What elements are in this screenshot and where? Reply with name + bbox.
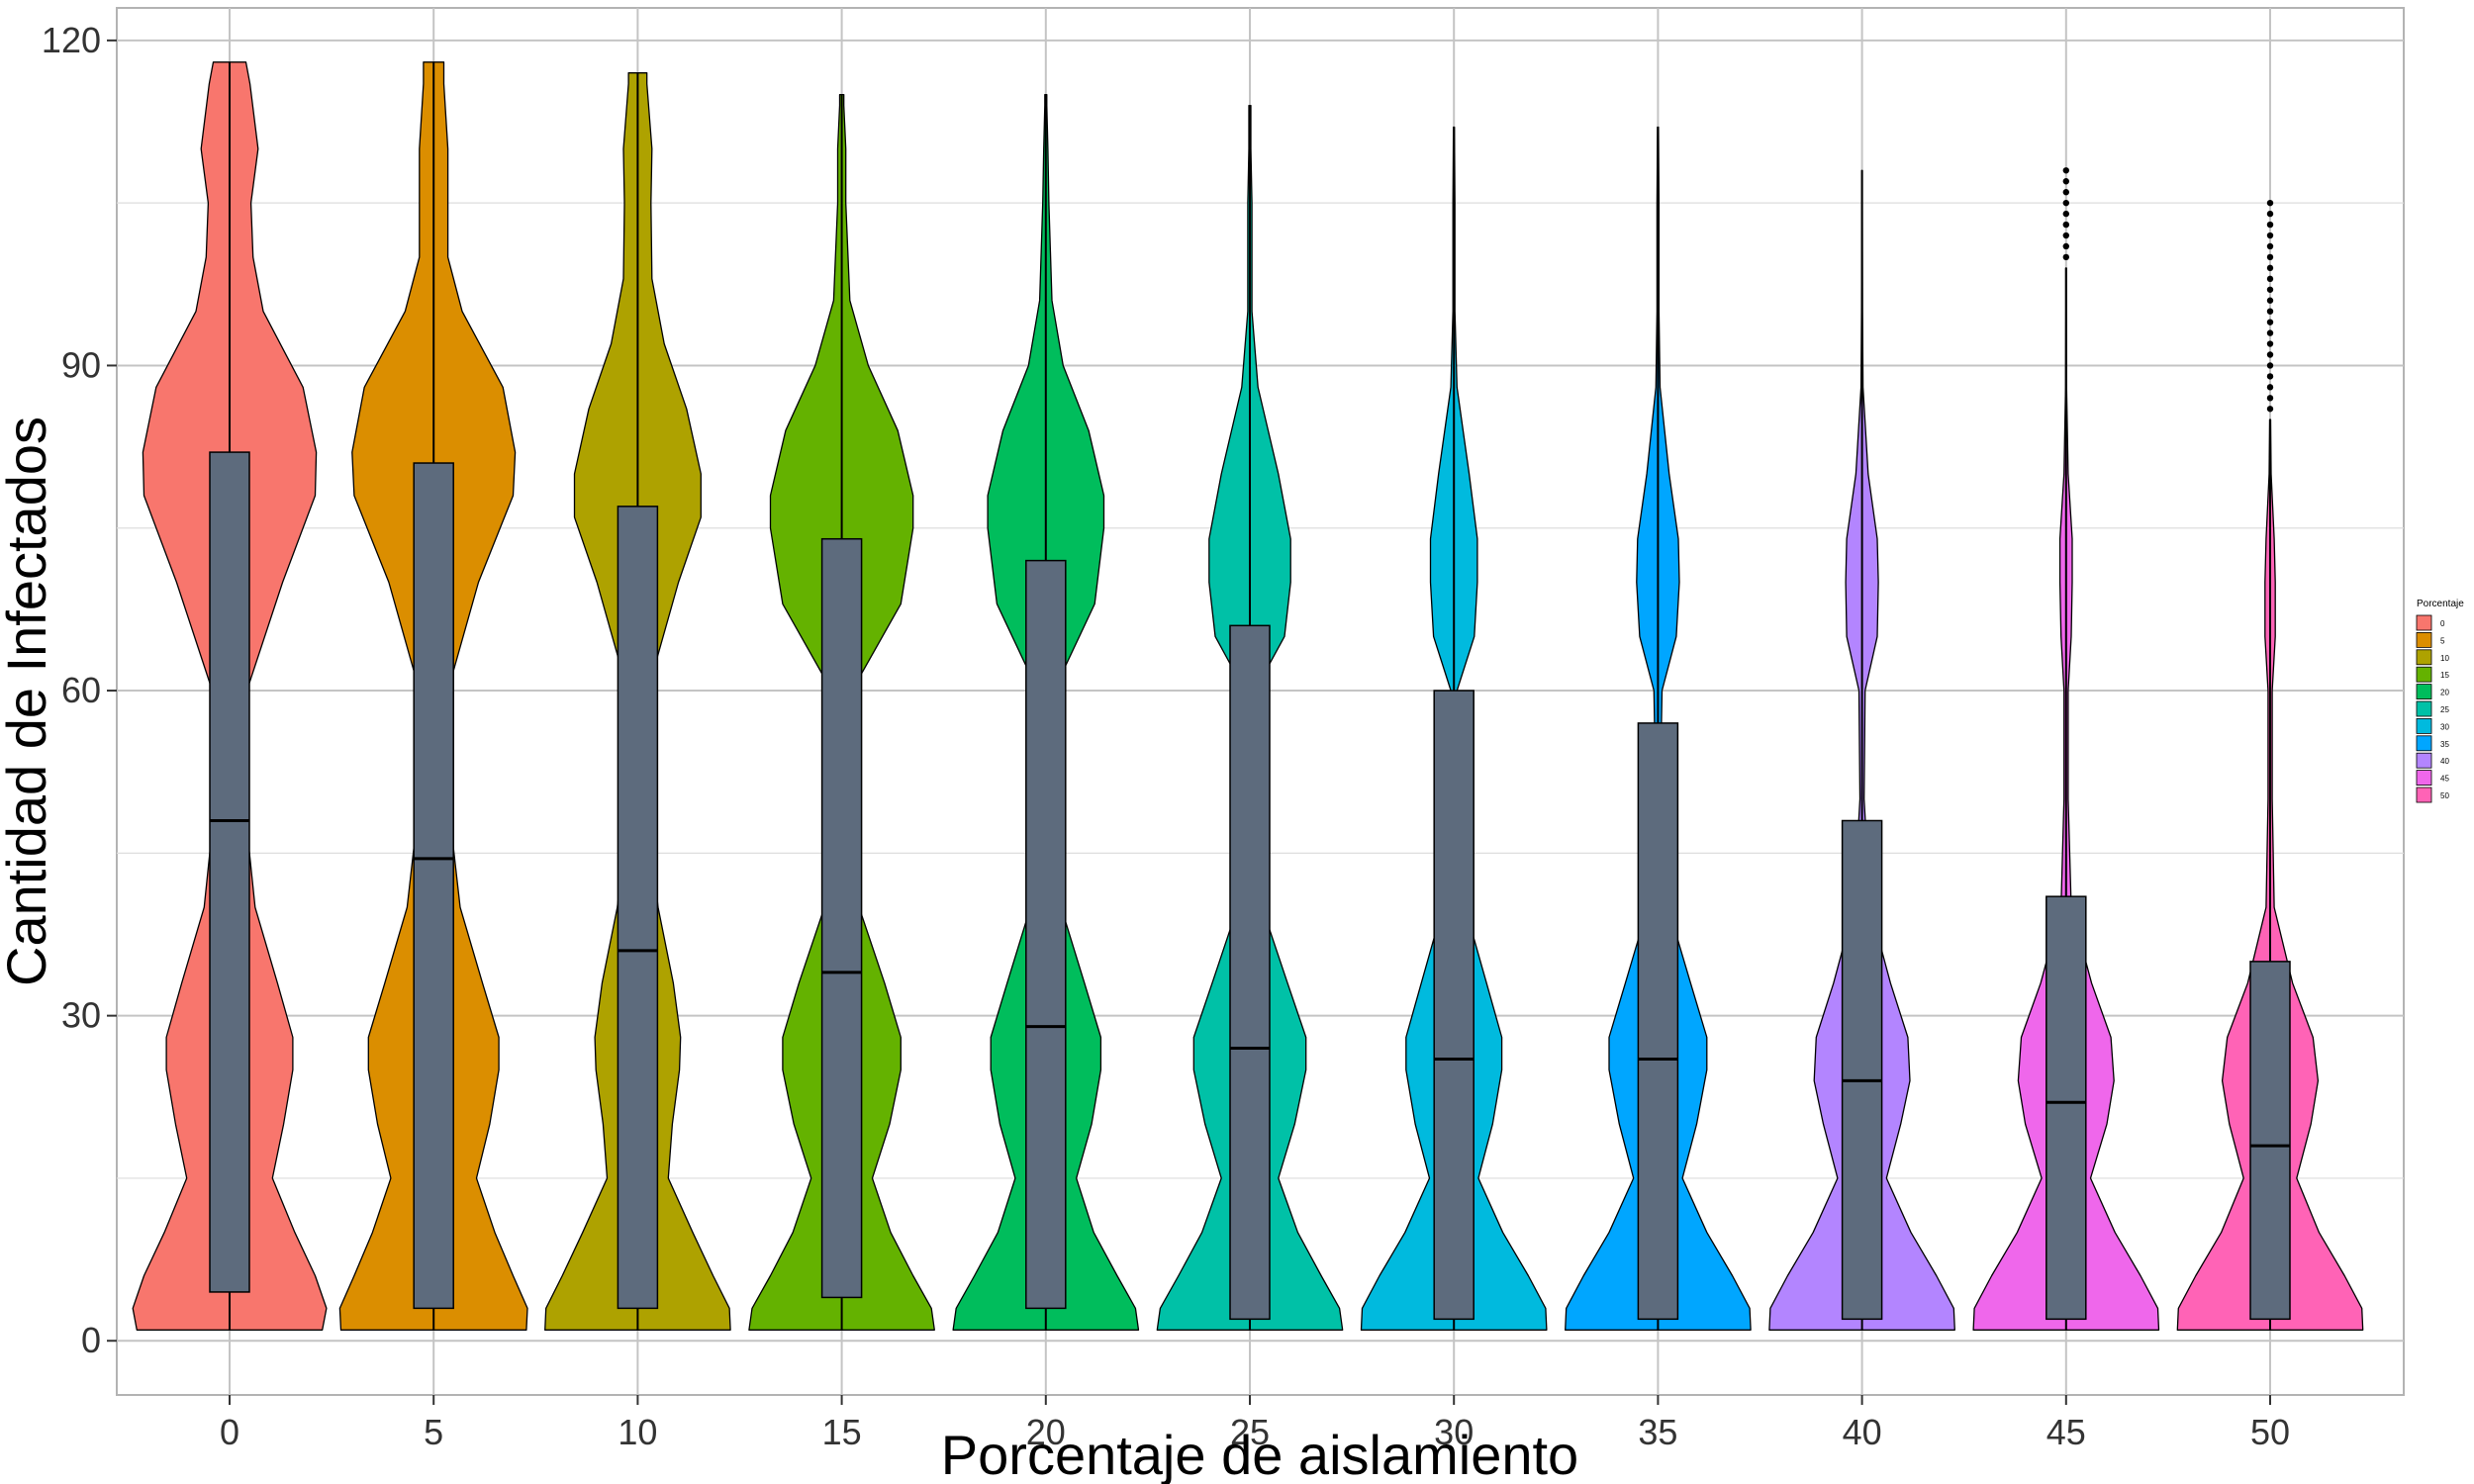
boxplots: [209, 61, 2291, 1331]
y-tick-label: 90: [61, 344, 101, 385]
outlier-point: [2266, 319, 2274, 325]
outlier-point: [2266, 210, 2274, 218]
outlier-point: [2266, 286, 2274, 293]
x-tick-label: 20: [1026, 1412, 1066, 1452]
legend-label-25: 25: [2440, 705, 2449, 714]
y-tick-label: 0: [81, 1320, 101, 1360]
legend-label-50: 50: [2440, 791, 2449, 800]
x-tick-label: 50: [2250, 1412, 2290, 1452]
outlier-point: [2266, 384, 2274, 391]
legend-label-35: 35: [2440, 740, 2449, 749]
y-tick-label: 120: [42, 20, 101, 60]
box-50: [2249, 961, 2291, 1321]
outlier-point: [2266, 308, 2274, 315]
legend-label-10: 10: [2440, 654, 2449, 663]
legend-label-45: 45: [2440, 775, 2449, 784]
legend-swatch-35: [2416, 735, 2432, 752]
x-tick-label: 5: [424, 1412, 443, 1452]
box-45: [2046, 895, 2087, 1321]
legend-label-15: 15: [2440, 671, 2449, 680]
legend-swatch-25: [2416, 700, 2432, 717]
legend-swatch-0: [2416, 614, 2432, 631]
x-tick-label: 35: [1638, 1412, 1677, 1452]
outlier-point: [2266, 253, 2274, 261]
legend-swatch-20: [2416, 684, 2432, 699]
outlier-point: [2266, 297, 2274, 304]
legend-swatch-5: [2416, 632, 2432, 648]
box-10: [617, 506, 659, 1310]
x-axis-title: Porcentaje de aislamiento: [941, 1424, 1578, 1484]
box-40: [1841, 819, 1883, 1321]
y-tick-label: 60: [61, 670, 101, 710]
x-tick-label: 0: [220, 1412, 239, 1452]
legend-title: Porcentaje: [2417, 599, 2464, 609]
x-tick-label: 40: [1843, 1412, 1882, 1452]
legend-swatch-45: [2416, 770, 2432, 786]
legend: Porcentaje 0 5 10 15 20 25 30 35 40 45 50: [2416, 599, 2464, 803]
box-25: [1229, 624, 1271, 1321]
legend-label-5: 5: [2440, 636, 2445, 645]
legend-swatch-10: [2416, 649, 2432, 666]
outlier-point: [2266, 373, 2274, 380]
legend-label-0: 0: [2440, 619, 2445, 628]
legend-swatch-40: [2416, 752, 2432, 769]
x-tick-label: 30: [1434, 1412, 1474, 1452]
outlier-point: [2266, 340, 2274, 347]
box-30: [1433, 690, 1475, 1321]
y-axis-title: Cantidad de Infectados: [0, 417, 57, 986]
outlier-point: [2266, 406, 2274, 413]
legend-label-30: 30: [2440, 722, 2449, 731]
y-tick-label: 30: [61, 995, 101, 1036]
legend-swatch-15: [2416, 666, 2432, 683]
outlier-point: [2266, 199, 2274, 207]
box-15: [820, 537, 863, 1299]
x-tick-label: 45: [2046, 1412, 2086, 1452]
outlier-point: [2266, 351, 2274, 358]
legend-label-20: 20: [2440, 689, 2449, 697]
box-35: [1637, 722, 1679, 1321]
outlier-point: [2266, 395, 2274, 402]
x-axis-ticks: 0 5 10 15 20 25 30 35 40 45 50: [220, 1395, 2290, 1452]
outlier-point: [2062, 178, 2069, 185]
outlier-point: [2062, 167, 2069, 174]
outlier-point: [2062, 253, 2069, 261]
outlier-point: [2266, 362, 2274, 369]
outlier-point: [2266, 264, 2274, 272]
y-axis-ticks: 0 30 60 90 120: [42, 20, 117, 1360]
legend-label-40: 40: [2440, 757, 2449, 766]
legend-swatch-30: [2416, 718, 2432, 734]
box-5: [413, 462, 454, 1310]
outlier-point: [2266, 242, 2274, 250]
outlier-point: [2062, 221, 2069, 229]
outlier-point: [2062, 189, 2069, 196]
outlier-point: [2062, 210, 2069, 218]
outlier-point: [2266, 232, 2274, 239]
x-tick-label: 25: [1230, 1412, 1270, 1452]
outlier-point: [2266, 221, 2274, 229]
outlier-point: [2266, 329, 2274, 336]
outlier-point: [2062, 199, 2069, 207]
x-tick-label: 10: [618, 1412, 657, 1452]
outlier-point: [2062, 242, 2069, 250]
outlier-point: [2062, 232, 2069, 239]
box-0: [209, 451, 250, 1293]
x-tick-label: 15: [822, 1412, 862, 1452]
legend-swatch-50: [2416, 787, 2432, 803]
outlier-point: [2266, 275, 2274, 283]
box-20: [1025, 559, 1067, 1310]
